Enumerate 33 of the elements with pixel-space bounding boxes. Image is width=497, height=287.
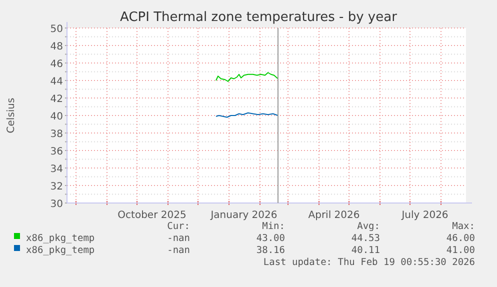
y-tick-label: 42 (50, 94, 63, 105)
text: 41.00 (446, 245, 476, 256)
legend-label: x86_pkg_temp (26, 245, 95, 256)
text: Last update: Thu Feb 19 00:55:30 2026 (263, 257, 476, 268)
text: 40.11 (351, 245, 380, 256)
y-tick-label: 40 (50, 112, 63, 122)
x-tick-label: January 2026 (210, 210, 278, 221)
text: -nan (167, 233, 190, 244)
y-tick-label: 32 (50, 182, 63, 192)
x-tick-label: October 2025 (118, 210, 186, 221)
y-tick-label: 34 (50, 164, 63, 175)
x-tick-label: April 2026 (308, 210, 360, 221)
y-tick-label: 48 (50, 42, 63, 52)
y-tick-label: 50 (50, 24, 63, 35)
text: 38.16 (256, 245, 286, 256)
y-axis-title: Celsius (6, 98, 17, 134)
text: -nan (167, 245, 190, 256)
text: 44.53 (351, 233, 380, 244)
x-tick-label: July 2026 (400, 210, 448, 221)
text: Cur: (167, 221, 190, 232)
y-tick-label: 44 (50, 76, 63, 88)
y-tick-label: 46 (50, 59, 63, 70)
legend-label: x86_pkg_temp (26, 233, 95, 244)
text: Avg: (357, 221, 380, 232)
text: Min: (262, 221, 285, 232)
y-tick-label: 36 (50, 146, 63, 158)
y-tick-label: 38 (50, 129, 63, 140)
text: 43.00 (256, 233, 286, 244)
y-tick-label: 30 (50, 199, 63, 210)
line-series (216, 72, 278, 82)
text: 46.00 (446, 233, 476, 244)
text: Max: (452, 221, 475, 232)
chart-title: ACPI Thermal zone temperatures - by year (120, 10, 398, 25)
